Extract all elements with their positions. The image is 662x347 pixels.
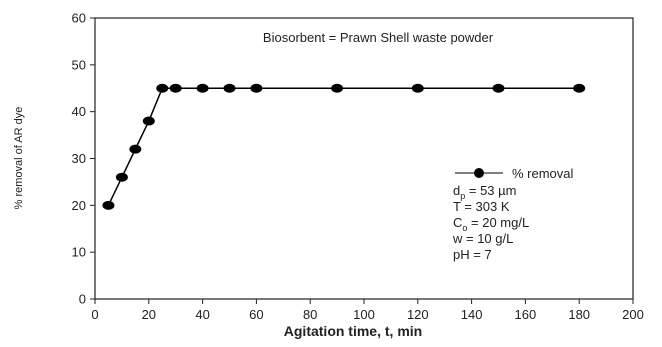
condition-line: w = 10 g/L xyxy=(452,231,513,246)
condition-line: dp = 53 µm xyxy=(453,183,516,201)
x-tick-label: 40 xyxy=(195,307,209,322)
data-point xyxy=(142,116,155,126)
annotation-biosorbent: Biosorbent = Prawn Shell waste powder xyxy=(263,30,494,45)
condition-line: Co = 20 mg/L xyxy=(453,215,529,233)
y-tick-label: 10 xyxy=(72,245,86,260)
x-axis-title: Agitation time, t, min xyxy=(284,323,422,339)
data-point xyxy=(250,83,263,93)
x-tick-label: 200 xyxy=(622,307,644,322)
legend-label: % removal xyxy=(512,166,574,181)
x-tick-label: 100 xyxy=(353,307,375,322)
series-layer xyxy=(102,83,586,210)
y-tick-label: 20 xyxy=(72,198,86,213)
x-tick-label: 120 xyxy=(407,307,429,322)
data-point xyxy=(223,83,236,93)
y-tick-label: 0 xyxy=(79,292,86,307)
legend-marker xyxy=(474,168,484,178)
data-point xyxy=(492,83,505,93)
condition-line: T = 303 K xyxy=(453,199,510,214)
x-tick-label: 80 xyxy=(303,307,317,322)
y-axis-title: % removal of AR dye xyxy=(13,107,25,210)
x-axis: 0 20 40 60 80 100 120 140 160 180 200 xyxy=(91,299,644,322)
conditions-block: dp = 53 µmT = 303 KCo = 20 mg/Lw = 10 g/… xyxy=(452,183,529,262)
data-point xyxy=(169,83,182,93)
data-point xyxy=(129,144,142,154)
data-point xyxy=(102,200,115,210)
data-point xyxy=(156,83,169,93)
y-tick-label: 30 xyxy=(72,151,86,166)
plot-frame xyxy=(94,17,634,300)
condition-line: pH = 7 xyxy=(453,247,492,262)
legend: % removal xyxy=(455,166,574,181)
x-tick-label: 180 xyxy=(568,307,590,322)
y-axis: 0 10 20 30 40 50 60 xyxy=(72,11,95,307)
y-tick-label: 40 xyxy=(72,104,86,119)
data-point xyxy=(331,83,344,93)
y-tick-label: 60 xyxy=(72,11,86,26)
x-tick-label: 0 xyxy=(91,307,98,322)
x-tick-label: 60 xyxy=(249,307,263,322)
data-point xyxy=(573,83,586,93)
data-point xyxy=(411,83,424,93)
data-point xyxy=(196,83,209,93)
x-tick-label: 20 xyxy=(142,307,156,322)
x-tick-label: 140 xyxy=(461,307,483,322)
x-tick-label: 160 xyxy=(515,307,537,322)
y-tick-label: 50 xyxy=(72,57,86,72)
data-point xyxy=(115,172,128,182)
